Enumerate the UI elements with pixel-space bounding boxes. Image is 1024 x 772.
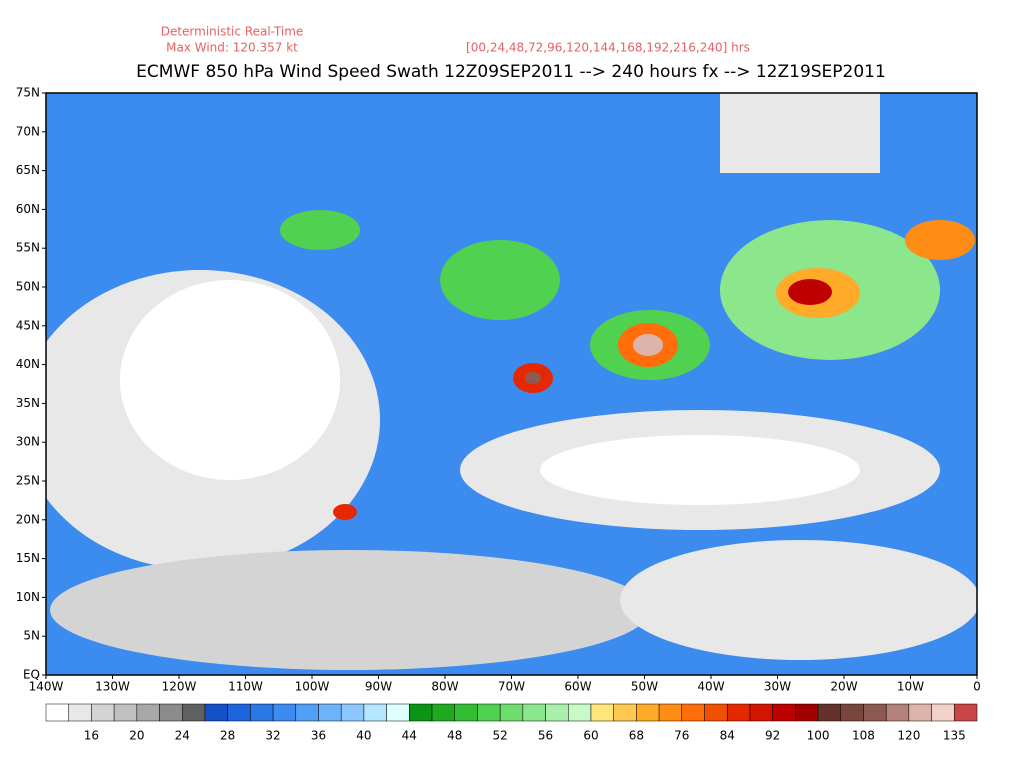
- colorbar-label: 40: [356, 729, 371, 743]
- colorbar-swatch: [318, 703, 342, 722]
- lon-label: 140W: [29, 680, 64, 694]
- colorbar-label: 68: [629, 729, 644, 743]
- colorbar-swatch: [250, 703, 274, 722]
- colorbar-label: 108: [852, 729, 875, 743]
- colorbar-swatch: [545, 703, 569, 722]
- colorbar-swatch: [227, 703, 251, 722]
- lon-label: 110W: [228, 680, 263, 694]
- colorbar-label: 48: [447, 729, 462, 743]
- colorbar-swatch: [613, 703, 637, 722]
- colorbar-swatch: [91, 703, 115, 722]
- colorbar-swatch: [636, 703, 660, 722]
- colorbar-swatch: [885, 703, 910, 722]
- lat-label: 25N: [16, 474, 40, 488]
- header-line: Max Wind: 120.357 kt: [166, 41, 298, 55]
- lat-label: 35N: [16, 396, 40, 410]
- colorbar-swatch: [522, 703, 546, 722]
- lat-label: 60N: [16, 202, 40, 216]
- colorbar-label: 76: [674, 729, 689, 743]
- lat-label: 5N: [23, 629, 40, 643]
- lon-label: 60W: [564, 680, 591, 694]
- colorbar-swatch: [363, 703, 387, 722]
- lat-label: 65N: [16, 163, 40, 177]
- map-title: ECMWF 850 hPa Wind Speed Swath 12Z09SEP2…: [136, 62, 886, 82]
- colorbar-label: 84: [720, 729, 735, 743]
- colorbar-swatch: [159, 703, 183, 722]
- colorbar-label: 32: [265, 729, 280, 743]
- colorbar-swatch: [68, 703, 92, 722]
- colorbar-swatch: [295, 703, 319, 722]
- lat-label: 15N: [16, 551, 40, 565]
- lon-label: 30W: [764, 680, 791, 694]
- colorbar-swatch: [272, 703, 297, 722]
- lat-label: 50N: [16, 280, 40, 294]
- colorbar: 16 20 24 28 32 36 40 44 48 52 56 60 68 76 84 92 100 108 12…: [45, 703, 978, 743]
- colorbar-swatch: [568, 703, 592, 722]
- lon-label: 90W: [365, 680, 392, 694]
- colorbar-label: 100: [807, 729, 830, 743]
- header-hours: [00,24,48,72,96,120,144,168,192,216,240]…: [466, 41, 750, 55]
- colorbar-label: 56: [538, 729, 553, 743]
- lat-label: 20N: [16, 512, 40, 526]
- colorbar-swatch: [863, 703, 887, 722]
- lon-label: 10W: [897, 680, 924, 694]
- colorbar-label: 135: [943, 729, 966, 743]
- colorbar-label: 60: [583, 729, 598, 743]
- colorbar-swatch: [681, 703, 705, 722]
- colorbar-swatch: [658, 703, 683, 722]
- colorbar-swatch: [454, 703, 478, 722]
- lat-label: 75N: [16, 86, 40, 100]
- colorbar-swatch: [113, 703, 138, 722]
- colorbar-swatch: [45, 703, 69, 722]
- wind-field: [46, 93, 977, 675]
- lon-label: 130W: [95, 680, 130, 694]
- colorbar-swatch: [726, 703, 751, 722]
- colorbar-label: 44: [402, 729, 417, 743]
- colorbar-swatch: [386, 703, 410, 722]
- colorbar-label: 52: [493, 729, 508, 743]
- lat-label: 10N: [16, 590, 40, 604]
- lat-label: 70N: [16, 124, 40, 138]
- lat-label: EQ: [23, 668, 40, 682]
- lon-label: 120W: [162, 680, 197, 694]
- header-line: Deterministic Real-Time: [161, 25, 304, 39]
- colorbar-label: 20: [129, 729, 144, 743]
- colorbar-swatch: [772, 703, 796, 722]
- lon-label: 0: [973, 680, 981, 694]
- lon-label: 40W: [697, 680, 724, 694]
- lon-label: 20W: [830, 680, 857, 694]
- lon-label: 80W: [431, 680, 458, 694]
- colorbar-label: 28: [220, 729, 235, 743]
- colorbar-label: 24: [175, 729, 190, 743]
- lon-label: 100W: [295, 680, 330, 694]
- lat-label: 55N: [16, 241, 40, 255]
- lon-label: 70W: [498, 680, 525, 694]
- colorbar-label: 16: [84, 729, 99, 743]
- colorbar-swatch: [204, 703, 228, 722]
- colorbar-swatch: [931, 703, 955, 722]
- colorbar-swatch: [340, 703, 365, 722]
- colorbar-swatch: [590, 703, 614, 722]
- colorbar-swatch: [409, 703, 433, 722]
- lat-label: 30N: [16, 435, 40, 449]
- colorbar-swatch: [136, 703, 160, 722]
- colorbar-swatch: [704, 703, 728, 722]
- colorbar-swatch: [431, 703, 455, 722]
- colorbar-swatch: [840, 703, 864, 722]
- lon-label: 50W: [631, 680, 658, 694]
- colorbar-swatch: [954, 703, 978, 722]
- colorbar-swatch: [908, 703, 932, 722]
- colorbar-swatch: [749, 703, 773, 722]
- colorbar-swatch: [817, 703, 842, 722]
- colorbar-swatch: [499, 703, 524, 722]
- lat-label: 45N: [16, 318, 40, 332]
- colorbar-swatch: [181, 703, 206, 722]
- colorbar-label: 36: [311, 729, 326, 743]
- colorbar-swatch: [795, 703, 819, 722]
- colorbar-label: 120: [897, 729, 920, 743]
- lat-label: 40N: [16, 357, 40, 371]
- colorbar-label: 92: [765, 729, 780, 743]
- colorbar-swatch: [477, 703, 501, 722]
